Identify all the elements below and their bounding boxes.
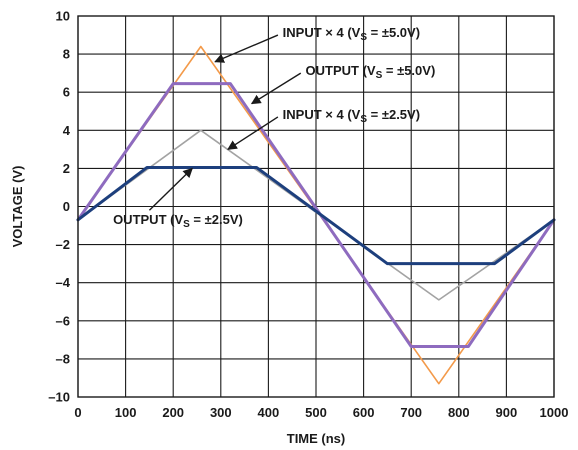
x-tick-label: 300 (210, 405, 232, 420)
x-axis-title: TIME (ns) (287, 431, 346, 446)
annotation-label-output-2-5v: OUTPUT (VS = ±2.5V) (113, 212, 243, 230)
y-tick-label: –4 (56, 275, 71, 290)
y-tick-label: –8 (56, 351, 70, 366)
y-tick-label: 2 (63, 161, 70, 176)
annotation-arrow (148, 167, 193, 211)
annotation-arrow (227, 116, 279, 150)
annotation-label-input-5v: INPUT × 4 (VS = ±5.0V) (283, 25, 420, 43)
y-tick-label: 0 (63, 199, 70, 214)
annotation-label-output-5v: OUTPUT (VS = ±5.0V) (306, 63, 436, 81)
plot-frame (77, 15, 555, 398)
annotation-arrow (250, 72, 302, 105)
y-axis-title: VOLTAGE (V) (10, 166, 25, 248)
series-line-output-2-5v (76, 165, 556, 266)
y-tick-labels: –10 –8 –6 –4 –2 0 2 4 6 8 10 (48, 9, 70, 405)
y-tick-label: 4 (63, 123, 71, 138)
x-tick-label: 700 (400, 405, 422, 420)
annotation-arrow (214, 34, 279, 63)
x-tick-label: 200 (162, 405, 184, 420)
plot-series (76, 45, 556, 385)
annotation-label-input-2-5v: INPUT × 4 (VS = ±2.5V) (283, 107, 420, 125)
x-tick-label: 0 (74, 405, 81, 420)
y-tick-label: –6 (56, 313, 70, 328)
x-tick-label: 500 (305, 405, 327, 420)
x-tick-label: 900 (496, 405, 518, 420)
x-tick-label: 600 (353, 405, 375, 420)
x-tick-label: 100 (115, 405, 137, 420)
y-tick-label: 10 (56, 9, 70, 24)
x-tick-label: 400 (258, 405, 280, 420)
x-tick-labels: 0 100 200 300 400 500 600 700 800 900 1000 (74, 405, 568, 420)
y-tick-label: –10 (48, 390, 70, 405)
annotations: INPUT × 4 (VS = ±5.0V) OUTPUT (VS = ±5.0V… (113, 25, 435, 229)
x-tick-label: 800 (448, 405, 470, 420)
y-tick-label: 6 (63, 85, 70, 100)
y-tick-label: –2 (56, 237, 70, 252)
y-tick-label: 8 (63, 47, 70, 62)
x-tick-label: 1000 (540, 405, 569, 420)
